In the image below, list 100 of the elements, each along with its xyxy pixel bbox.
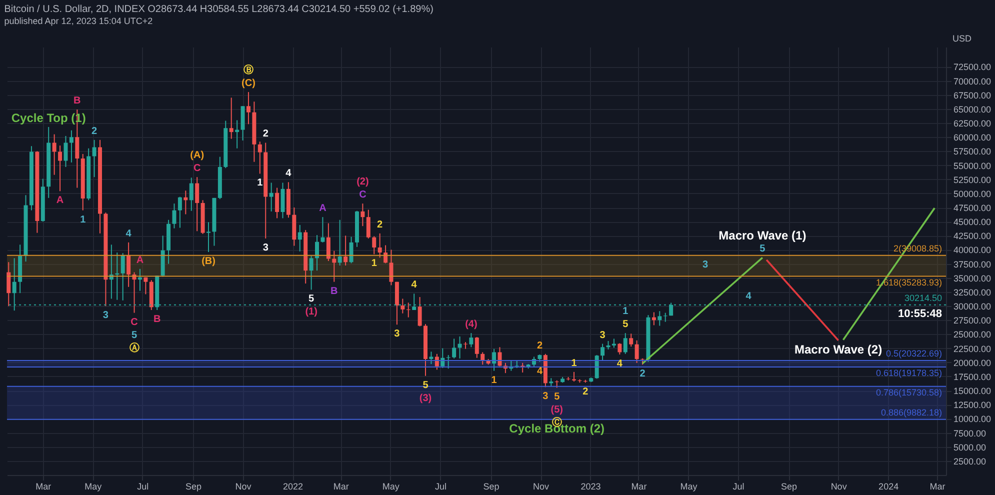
annotation: 5 — [308, 294, 315, 305]
annotation: A — [56, 195, 64, 206]
annotation: 3 — [600, 330, 606, 341]
y-tick-label: 40000.00 — [954, 245, 992, 256]
annotation: 4 — [536, 366, 543, 377]
candlestick — [618, 342, 622, 355]
y-tick-label: 52500.00 — [954, 174, 992, 185]
annotation: (B) — [202, 256, 216, 267]
candlestick — [344, 235, 348, 266]
candlestick — [58, 145, 62, 192]
y-tick-label: 20000.00 — [954, 358, 992, 368]
candlestick — [172, 203, 176, 229]
candlestick — [275, 187, 280, 219]
annotation: (5) — [550, 404, 563, 416]
annotation: (A) — [190, 150, 204, 162]
x-tick-label: Nov — [533, 482, 550, 492]
y-tick-label: 57500.00 — [954, 146, 992, 157]
y-tick-label: 37500.00 — [954, 259, 992, 270]
annotation: 1 — [371, 258, 378, 270]
ref-line-label: 0.886(9882.18) — [880, 407, 942, 418]
y-tick-label: 62500.00 — [954, 118, 992, 129]
candlestick — [498, 346, 502, 367]
candlestick — [258, 141, 262, 174]
annotation: C — [130, 316, 138, 328]
annotation: C — [359, 190, 366, 201]
candlestick — [338, 219, 342, 266]
ref-line-label: 0.786(15730.58) — [876, 387, 942, 398]
candlestick — [474, 336, 479, 358]
annotation: (3) — [419, 392, 432, 404]
y-tick-label: 15000.00 — [954, 386, 992, 396]
annotation: 1 — [80, 214, 86, 226]
candlestick — [349, 236, 354, 264]
y-tick-label: 12500.00 — [954, 400, 992, 410]
x-tick-label: Nov — [830, 482, 848, 492]
annotation: 2 — [262, 128, 269, 140]
y-tick-label: 17500.00 — [954, 372, 992, 382]
candlestick — [144, 276, 148, 295]
candlestick — [400, 298, 405, 314]
annotation: B — [153, 314, 161, 325]
annotation: Ⓐ — [129, 342, 140, 354]
x-tick-label: May — [382, 482, 400, 492]
candlestick — [298, 224, 302, 252]
annotation: A — [136, 254, 144, 266]
candlestick — [320, 216, 325, 243]
candlestick — [126, 242, 131, 288]
ref-line-label: 0.618(19178.35) — [876, 368, 942, 378]
y-tick-label: 65000.00 — [954, 104, 992, 114]
x-tick-label: May — [84, 482, 102, 492]
y-tick-label: 72500.00 — [954, 62, 992, 72]
candlestick — [360, 203, 365, 227]
candlestick — [240, 106, 245, 141]
candlestick — [52, 134, 56, 176]
annotation: 4 — [746, 290, 752, 302]
candlestick — [69, 130, 74, 163]
candlestick — [600, 343, 605, 361]
annotation: C — [193, 163, 201, 174]
x-tick-label: Nov — [235, 482, 252, 492]
y-tick-label: 10000.00 — [954, 414, 992, 424]
annotation: 1 — [257, 178, 264, 189]
annotation: 4 — [411, 280, 418, 291]
annotation: (2) — [356, 176, 369, 188]
candlestick — [389, 249, 394, 286]
annotation: 3 — [542, 391, 549, 402]
candlestick — [629, 333, 634, 348]
annotation: B — [330, 286, 338, 297]
x-tick-label: Sep — [185, 482, 202, 492]
candlestick — [92, 139, 96, 178]
candlestick — [469, 332, 474, 348]
y-tick-label: 70000.00 — [954, 76, 992, 86]
x-tick-label: 2024 — [878, 482, 899, 492]
annotation: 2 — [582, 386, 589, 398]
y-tick-label: 45000.00 — [954, 217, 992, 228]
annotation: (1) — [305, 306, 318, 318]
y-tick-label: 27500.00 — [954, 316, 992, 326]
y-tick-label: 25000.00 — [954, 330, 992, 340]
candlestick — [452, 338, 456, 359]
x-tick-label: May — [680, 482, 698, 492]
x-tick-label: Sep — [781, 482, 798, 492]
candlestick — [206, 222, 211, 252]
x-tick-label: Jul — [434, 482, 446, 492]
candlestick — [326, 222, 330, 262]
y-tick-label: 5000.00 — [954, 442, 986, 452]
candlestick — [658, 310, 662, 326]
x-tick-label: Mar — [930, 482, 946, 492]
candlestick — [6, 262, 11, 307]
candlestick — [315, 234, 320, 272]
annotation: 5 — [760, 244, 766, 255]
candlestick — [634, 340, 639, 364]
annotation: 5 — [622, 319, 629, 330]
candlestick — [246, 92, 250, 125]
annotation: Macro Wave (2) — [794, 342, 882, 356]
annotation: B — [74, 96, 81, 107]
candlestick — [366, 209, 370, 239]
chart-title: Bitcoin / U.S. Dollar, 2D, INDEX O28673.44 H30584.55 L28673.44 C30214.50 +559.02 (+1.89%) — [4, 4, 434, 15]
x-tick-label: Mar — [631, 482, 647, 492]
annotation: 2 — [640, 368, 646, 380]
annotation: 4 — [286, 168, 292, 180]
y-axis-title: USD — [952, 34, 972, 44]
candlestick — [623, 332, 628, 354]
candlestick — [394, 281, 399, 326]
